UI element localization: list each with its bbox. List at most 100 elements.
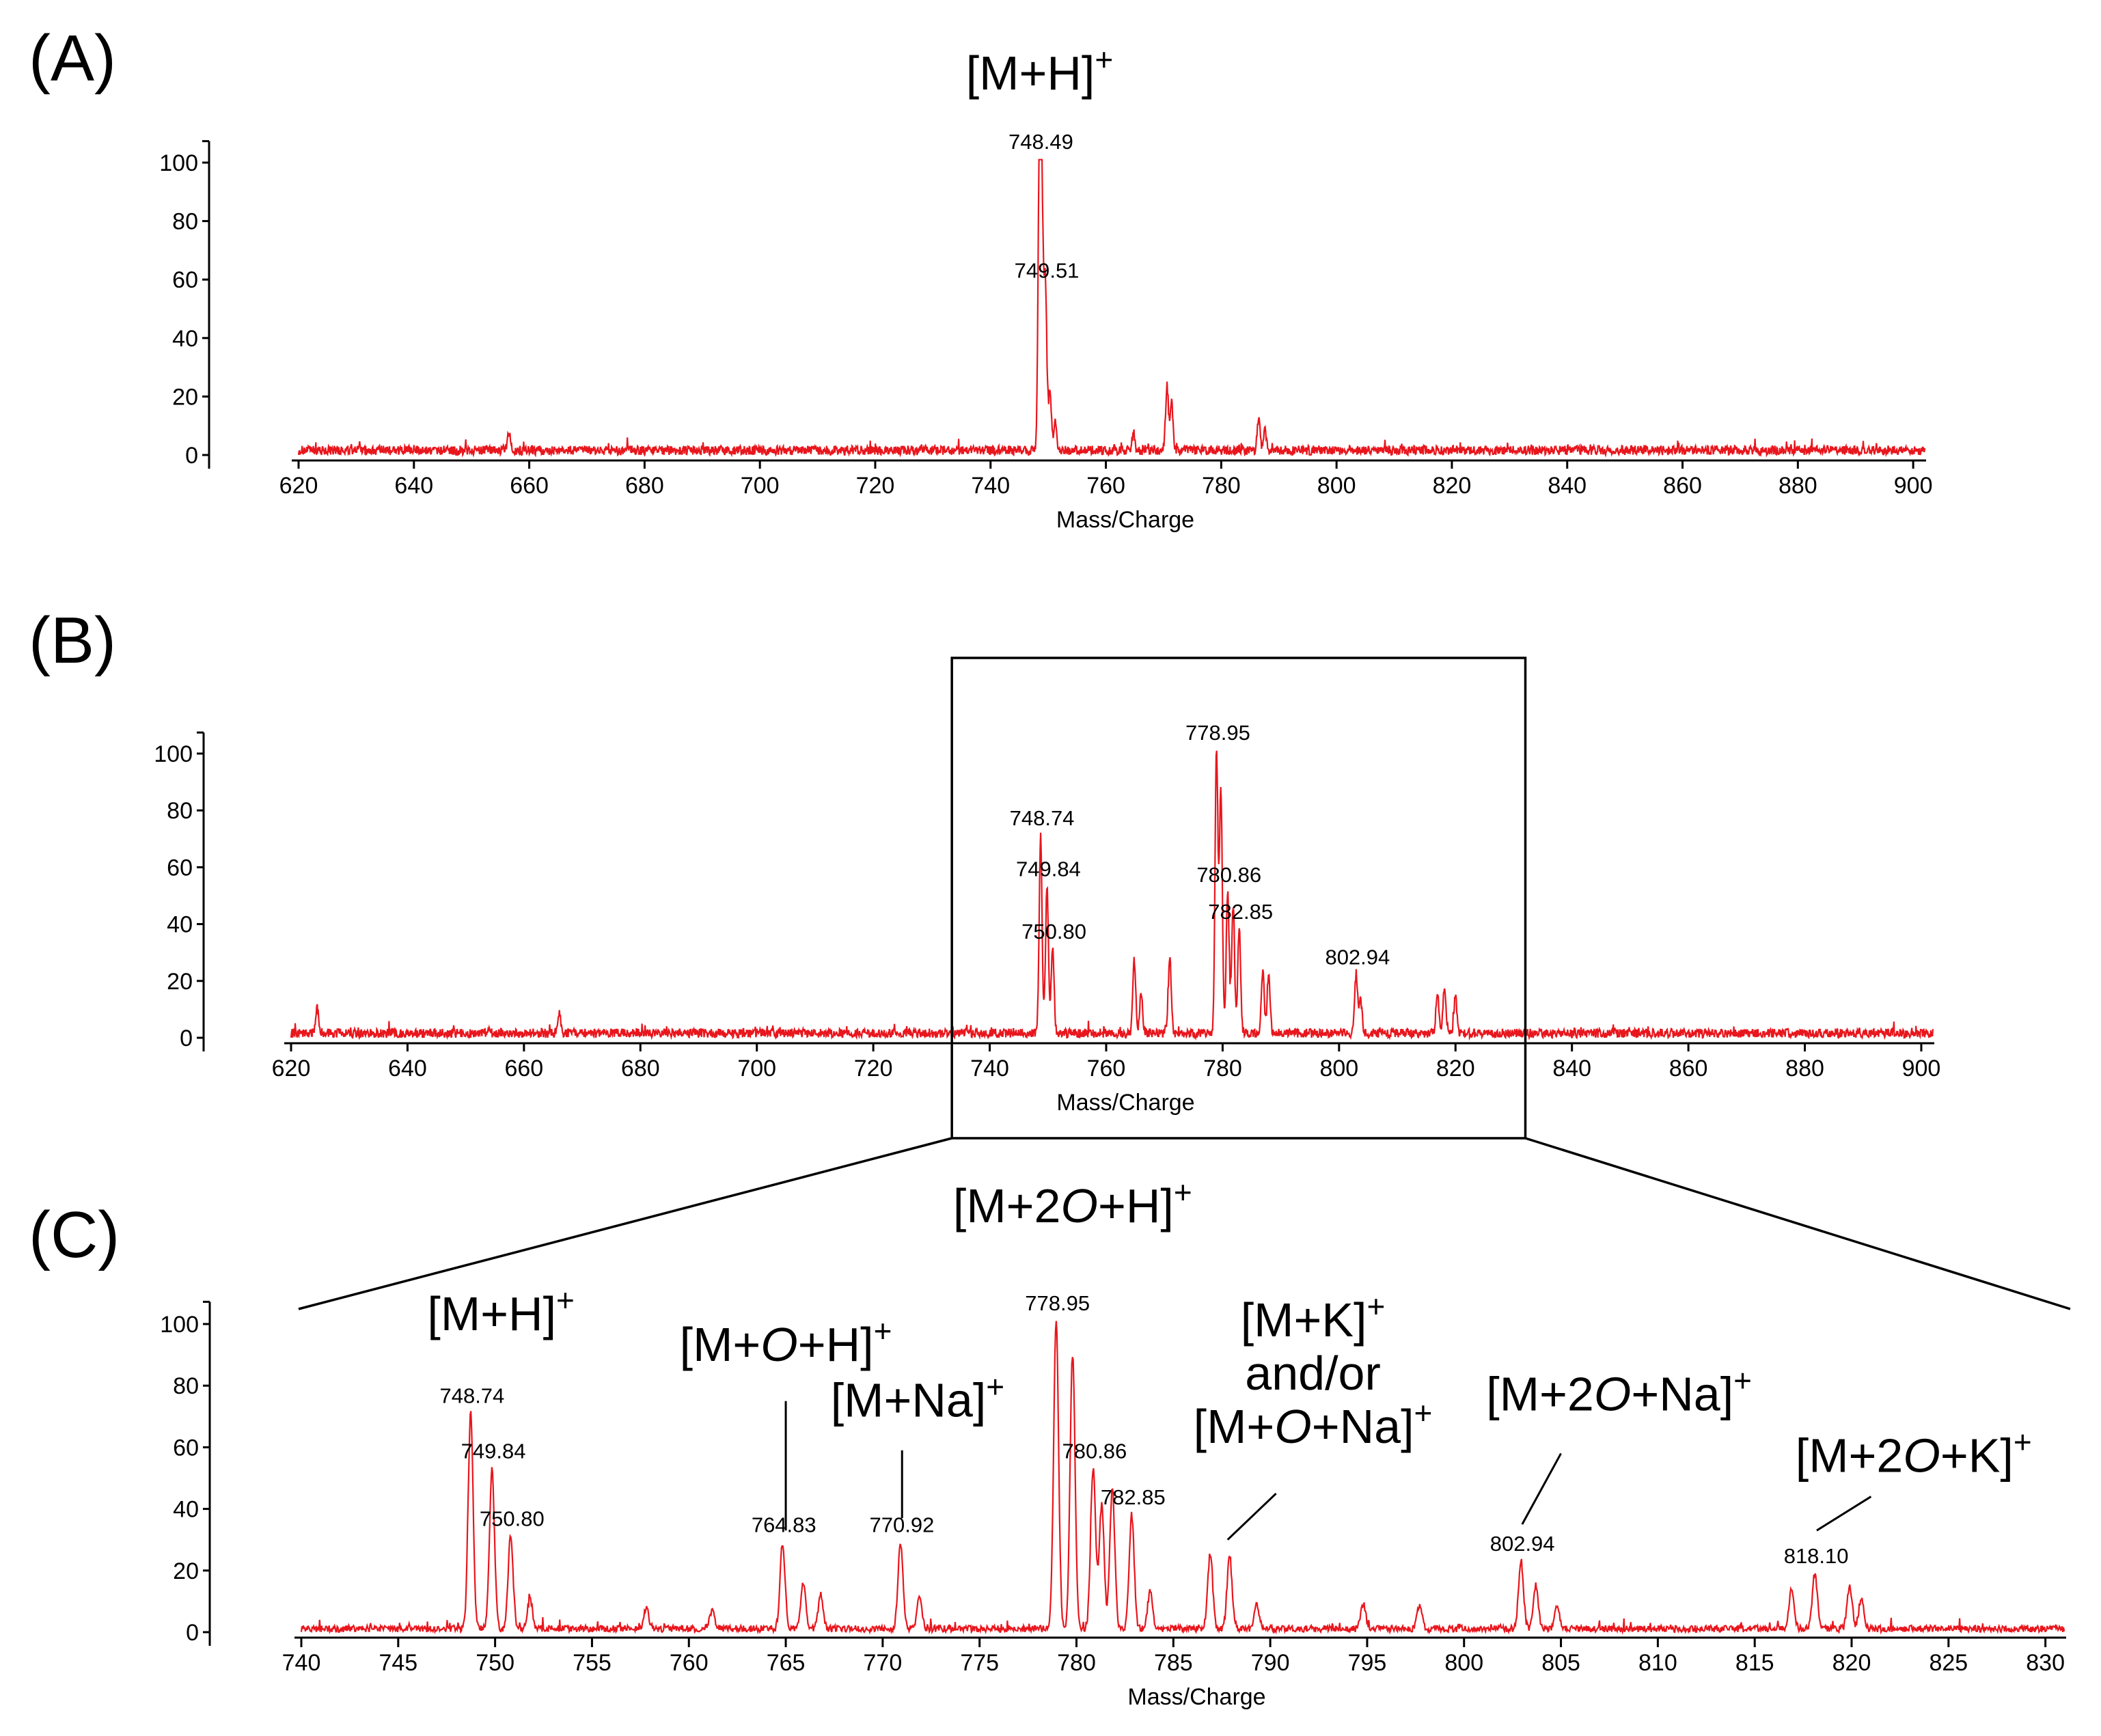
x-tick-label: 680 — [621, 1056, 660, 1081]
x-tick-label: 880 — [1779, 473, 1817, 499]
peak-label: 748.74 — [439, 1383, 504, 1407]
peak-label: 764.83 — [752, 1513, 816, 1537]
x-axis-label: Mass/Charge — [1056, 507, 1194, 533]
x-tick-label: 805 — [1541, 1650, 1580, 1676]
x-tick-label: 740 — [282, 1650, 321, 1676]
zoom-connector-right — [1524, 1137, 2071, 1310]
x-tick-label: 780 — [1057, 1650, 1096, 1676]
panel-2: (B) 0 20 40 60 80 100 620 640 660 680 700 720 740 760 7… — [29, 604, 2071, 1310]
y-tick-label: 80 — [173, 1373, 199, 1399]
x-tick-label: 860 — [1669, 1056, 1708, 1081]
y-tick-label: 100 — [154, 741, 193, 767]
peak-label: 749.51 — [1015, 258, 1080, 282]
y-tick-label: 20 — [172, 384, 198, 410]
x-tick-label: 755 — [573, 1650, 612, 1676]
x-tick-label: 765 — [767, 1650, 806, 1676]
x-tick-label: 760 — [1087, 1056, 1126, 1081]
peak-label: 780.86 — [1062, 1439, 1127, 1463]
x-tick-label: 700 — [741, 473, 780, 499]
x-tick-label: 860 — [1663, 473, 1702, 499]
peak-label: 750.80 — [480, 1507, 545, 1531]
panel-3: (C) 0 20 40 60 80 100 740 745 750 755 760 765 770 775 7… — [29, 1174, 2066, 1710]
ion-annotation: [M+H]+ — [427, 1282, 575, 1340]
y-tick-label: 60 — [172, 267, 198, 293]
x-axis-label: Mass/Charge — [1127, 1684, 1265, 1710]
x-tick-label: 820 — [1433, 473, 1472, 499]
annotation-leader — [1521, 1452, 1562, 1525]
x-tick-label: 660 — [510, 473, 549, 499]
zoom-window-box — [950, 657, 1527, 1140]
x-axis-label: Mass/Charge — [1056, 1090, 1194, 1116]
y-tick-label: 80 — [167, 798, 193, 824]
spectrum-trace — [290, 750, 1934, 1041]
x-tick-label: 740 — [970, 1056, 1009, 1081]
annotation-leader — [1226, 1492, 1277, 1541]
y-tick-label: 0 — [180, 1025, 193, 1051]
x-tick-label: 820 — [1436, 1056, 1475, 1081]
peak-label: 818.10 — [1784, 1544, 1849, 1568]
peak-label: 802.94 — [1325, 946, 1390, 969]
spectrum-trace — [297, 159, 1926, 458]
x-tick-label: 780 — [1203, 1056, 1242, 1081]
x-tick-label: 680 — [625, 473, 664, 499]
x-tick-label: 620 — [279, 473, 318, 499]
x-tick-label: 770 — [864, 1650, 903, 1676]
x-tick-label: 840 — [1548, 473, 1587, 499]
x-tick-label: 720 — [856, 473, 895, 499]
peak-label: 782.85 — [1208, 900, 1273, 924]
panel-label: (B) — [29, 604, 116, 677]
x-tick-label: 740 — [971, 473, 1010, 499]
peak-label: 749.84 — [461, 1439, 526, 1463]
peak-label: 748.49 — [1008, 130, 1073, 154]
y-tick-label: 40 — [173, 1497, 199, 1523]
x-tick-label: 780 — [1202, 473, 1241, 499]
x-tick-label: 840 — [1552, 1056, 1591, 1081]
y-tick-label: 40 — [172, 326, 198, 352]
panel-label: (A) — [29, 22, 116, 95]
peak-label: 749.84 — [1016, 857, 1081, 881]
x-tick-label: 880 — [1785, 1056, 1824, 1081]
x-tick-label: 825 — [1929, 1650, 1968, 1676]
ion-annotation: [M+Na]+ — [831, 1368, 1004, 1427]
peak-label: 778.95 — [1185, 721, 1250, 745]
y-tick-label: 20 — [167, 969, 193, 995]
ion-annotation: [M+K]+ — [1241, 1289, 1386, 1347]
x-tick-label: 775 — [960, 1650, 999, 1676]
peak-label: 802.94 — [1490, 1532, 1555, 1556]
peak-label: 748.74 — [1010, 806, 1075, 830]
y-tick-label: 100 — [159, 150, 198, 176]
peak-label: 780.86 — [1196, 863, 1261, 887]
x-tick-label: 760 — [670, 1650, 709, 1676]
ion-annotation: [M+O+H]+ — [680, 1313, 892, 1371]
peak-label: 750.80 — [1021, 920, 1086, 943]
y-tick-label: 60 — [173, 1435, 199, 1461]
x-tick-label: 820 — [1832, 1650, 1871, 1676]
peak-label: 778.95 — [1025, 1291, 1090, 1315]
annotation-leader — [1816, 1496, 1872, 1532]
panel-label: (C) — [29, 1198, 120, 1271]
y-tick-label: 80 — [172, 209, 198, 235]
panel-1: (A) 0 20 40 60 80 100 620 640 660 680 700 720 740 760 7… — [29, 22, 1932, 533]
x-tick-label: 900 — [1894, 473, 1933, 499]
x-tick-label: 750 — [476, 1650, 514, 1676]
x-tick-label: 830 — [2026, 1650, 2065, 1676]
x-tick-label: 700 — [737, 1056, 776, 1081]
x-tick-label: 800 — [1444, 1650, 1483, 1676]
x-tick-label: 745 — [379, 1650, 417, 1676]
y-tick-label: 100 — [160, 1312, 199, 1338]
x-tick-label: 800 — [1317, 473, 1356, 499]
ion-annotation: [M+H]+ — [966, 42, 1114, 100]
ion-annotation: [M+2O+K]+ — [1796, 1424, 2032, 1482]
x-tick-label: 760 — [1086, 473, 1125, 499]
ion-annotation: [M+O+Na]+ — [1194, 1395, 1433, 1453]
ion-annotation: [M+2O+H]+ — [953, 1174, 1192, 1232]
spectrum-trace — [300, 1321, 2065, 1635]
y-tick-label: 0 — [186, 1620, 199, 1646]
ion-annotation: and/or — [1245, 1347, 1380, 1400]
peak-label: 782.85 — [1101, 1485, 1166, 1509]
x-tick-label: 620 — [272, 1056, 311, 1081]
y-tick-label: 60 — [167, 855, 193, 881]
x-tick-label: 720 — [854, 1056, 893, 1081]
